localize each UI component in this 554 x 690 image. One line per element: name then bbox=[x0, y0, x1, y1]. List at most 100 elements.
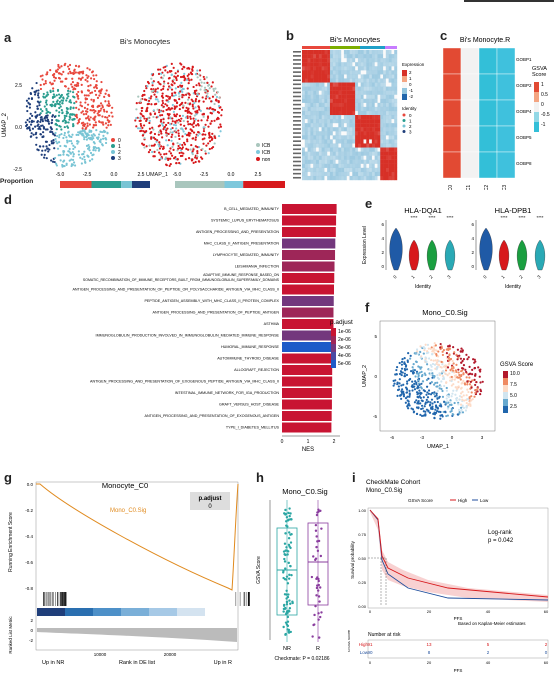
legend-label: 3 bbox=[118, 156, 121, 162]
gene-label-placeholder bbox=[293, 87, 301, 90]
umap-point bbox=[87, 89, 91, 92]
umap-point bbox=[80, 111, 83, 114]
heatmap-cell bbox=[363, 58, 367, 63]
heatmap-cell bbox=[329, 151, 333, 156]
risk-value: 2 bbox=[487, 650, 490, 655]
x-tick: 10000 bbox=[94, 652, 107, 657]
umap-point bbox=[466, 358, 469, 361]
heatmap-cell bbox=[327, 106, 331, 112]
umap-point bbox=[413, 388, 417, 391]
violin-shape bbox=[479, 227, 493, 271]
umap-point bbox=[184, 116, 188, 119]
umap-point bbox=[52, 93, 55, 96]
heatmap-cell bbox=[377, 147, 381, 152]
umap-point bbox=[145, 119, 148, 123]
heatmap-cell bbox=[394, 123, 398, 128]
umap-point bbox=[180, 63, 183, 66]
box-point bbox=[282, 625, 285, 629]
heatmap-cell bbox=[327, 90, 331, 95]
heatmap-cell bbox=[369, 175, 373, 181]
gene-label-placeholder bbox=[293, 120, 301, 122]
umap-point bbox=[169, 152, 173, 155]
heatmap-cell bbox=[394, 163, 398, 169]
umap-point bbox=[161, 96, 165, 99]
umap-point bbox=[187, 102, 190, 105]
heatmap-cell bbox=[388, 155, 392, 160]
heatmap-cell bbox=[374, 62, 378, 67]
heatmap-cell bbox=[324, 86, 328, 91]
umap-point bbox=[62, 97, 65, 100]
heatmap-cell bbox=[366, 119, 370, 124]
umap-point bbox=[211, 108, 214, 111]
box-point bbox=[317, 510, 320, 513]
heatmap-cell bbox=[363, 159, 367, 164]
heatmap-cell bbox=[310, 115, 314, 120]
umap-point bbox=[177, 129, 180, 132]
heatmap-cell bbox=[318, 102, 322, 108]
heatmap-cell bbox=[391, 110, 395, 116]
heatmap-cell bbox=[352, 151, 356, 156]
heatmap-cell bbox=[377, 110, 381, 116]
heatmap-cell bbox=[307, 98, 311, 104]
umap-point bbox=[454, 369, 457, 372]
proportion-segment bbox=[132, 181, 150, 188]
umap-point bbox=[155, 102, 158, 105]
umap-point bbox=[167, 132, 170, 136]
umap-point bbox=[199, 88, 202, 91]
heatmap-cell bbox=[304, 86, 308, 91]
umap-point bbox=[404, 401, 407, 404]
umap-point bbox=[421, 399, 424, 403]
heatmap-cell bbox=[357, 62, 361, 67]
umap-point bbox=[50, 118, 54, 122]
umap-point bbox=[192, 125, 195, 128]
umap-point bbox=[61, 80, 64, 83]
umap-point bbox=[195, 89, 198, 92]
heatmap-cell bbox=[332, 131, 336, 136]
box-point bbox=[284, 513, 287, 516]
gene-label-placeholder bbox=[293, 59, 301, 61]
panel-a-ytick: 2.5 bbox=[15, 83, 22, 89]
heatmap-cell bbox=[357, 90, 361, 95]
box-point bbox=[320, 527, 323, 530]
umap-point bbox=[415, 370, 419, 373]
heatmap-cell bbox=[304, 90, 308, 95]
heatmap-cell bbox=[371, 147, 375, 152]
box-point bbox=[285, 593, 288, 596]
identity-bar bbox=[360, 46, 385, 49]
umap-point bbox=[415, 399, 418, 402]
heatmap-cell bbox=[394, 50, 398, 55]
heatmap-cell bbox=[338, 123, 342, 128]
heatmap-cell bbox=[335, 102, 339, 108]
heatmap-cell bbox=[369, 94, 373, 99]
heatmap-cell bbox=[313, 94, 317, 99]
p-value: p = 0.042 bbox=[488, 538, 514, 544]
heatmap-cell bbox=[329, 175, 333, 181]
umap-point bbox=[49, 81, 52, 84]
x-label: Identity bbox=[415, 284, 432, 290]
heatmap-cell bbox=[369, 155, 373, 160]
heatmap-cell bbox=[307, 115, 311, 120]
umap-point bbox=[50, 127, 53, 130]
umap-point bbox=[446, 407, 450, 410]
umap-point bbox=[459, 350, 462, 353]
legend-tick: 7.5 bbox=[510, 382, 517, 388]
y-label: Ranked List Metric bbox=[8, 616, 13, 654]
umap-point bbox=[459, 378, 462, 381]
umap-point bbox=[177, 147, 180, 150]
heatmap-cell bbox=[371, 155, 375, 160]
umap-point bbox=[152, 109, 156, 112]
umap-point bbox=[187, 107, 190, 110]
heatmap-cell bbox=[307, 163, 311, 169]
heatmap-cell bbox=[307, 135, 311, 140]
umap-point bbox=[413, 352, 416, 355]
heatmap-cell bbox=[383, 98, 387, 104]
heatmap-cell bbox=[321, 147, 325, 152]
umap-point bbox=[202, 142, 205, 145]
box-point bbox=[286, 615, 290, 619]
heatmap-cell bbox=[388, 82, 392, 87]
umap-point bbox=[66, 125, 69, 128]
risk-frame bbox=[367, 639, 549, 659]
umap-point bbox=[467, 373, 470, 376]
umap-point bbox=[445, 389, 449, 392]
umap-point bbox=[71, 133, 74, 136]
